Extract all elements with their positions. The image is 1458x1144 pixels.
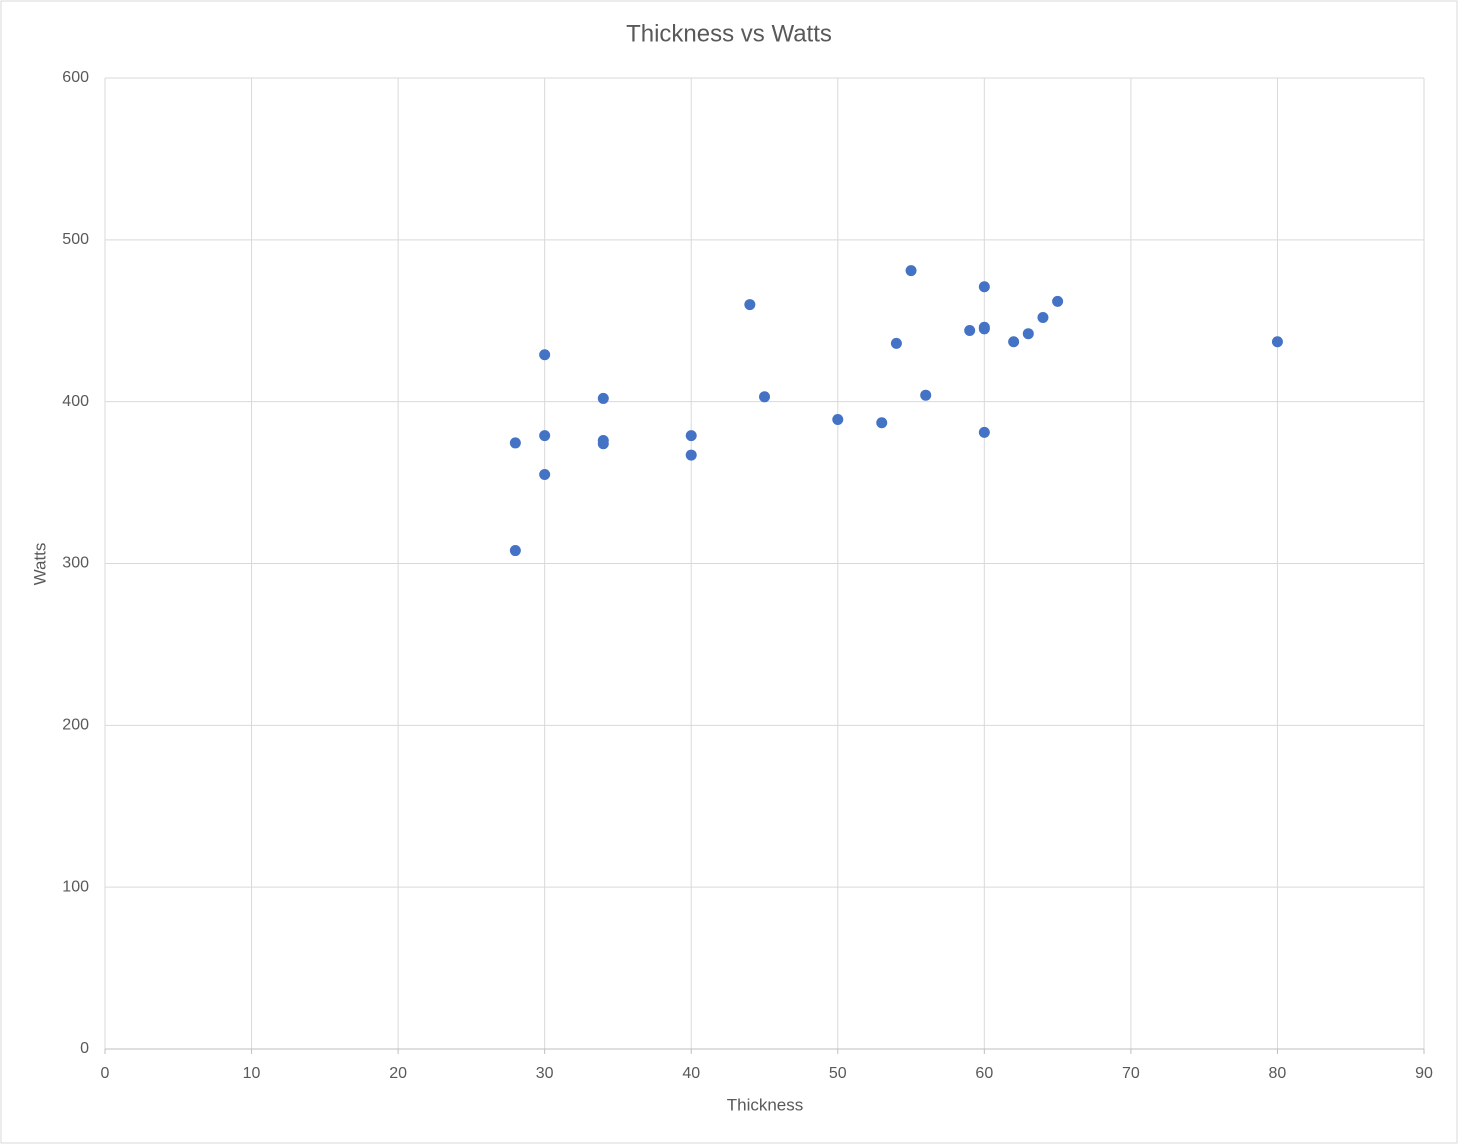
x-tick-label: 0: [101, 1065, 110, 1082]
point: [1052, 295, 1064, 307]
point: [509, 545, 521, 557]
x-tick-label: 40: [682, 1065, 700, 1082]
point: [978, 323, 990, 335]
y-tick-label: 400: [62, 393, 89, 410]
x-tick-label: 60: [975, 1065, 993, 1082]
point: [744, 299, 756, 311]
x-tick-label: 30: [536, 1065, 554, 1082]
x-tick-label: 20: [389, 1065, 407, 1082]
point: [539, 430, 551, 442]
point: [1022, 328, 1034, 340]
y-tick-label: 0: [80, 1040, 89, 1057]
point: [920, 389, 932, 401]
point: [597, 392, 609, 404]
x-tick-label: 80: [1269, 1065, 1287, 1082]
point: [509, 437, 521, 449]
point: [978, 426, 990, 438]
chart-title: Thickness vs Watts: [626, 20, 832, 47]
point: [964, 324, 976, 336]
x-tick-label: 90: [1415, 1065, 1433, 1082]
point: [876, 417, 888, 429]
point: [597, 438, 609, 450]
point: [890, 337, 902, 349]
point: [905, 265, 917, 277]
point: [978, 281, 990, 293]
x-tick-label: 50: [829, 1065, 847, 1082]
x-axis-title: Thickness: [727, 1095, 804, 1114]
x-tick-label: 10: [243, 1065, 261, 1082]
point: [832, 413, 844, 425]
point: [1271, 336, 1283, 348]
y-tick-label: 300: [62, 555, 89, 572]
point: [1037, 312, 1049, 324]
point: [539, 468, 551, 480]
point: [539, 349, 551, 361]
point: [685, 449, 697, 461]
y-tick-label: 500: [62, 231, 89, 248]
y-tick-label: 600: [62, 69, 89, 86]
point: [1008, 336, 1020, 348]
y-tick-label: 200: [62, 717, 89, 734]
point: [685, 430, 697, 442]
x-tick-label: 70: [1122, 1065, 1140, 1082]
y-tick-label: 100: [62, 878, 89, 895]
y-axis-title: Watts: [30, 543, 49, 586]
point: [759, 391, 770, 403]
